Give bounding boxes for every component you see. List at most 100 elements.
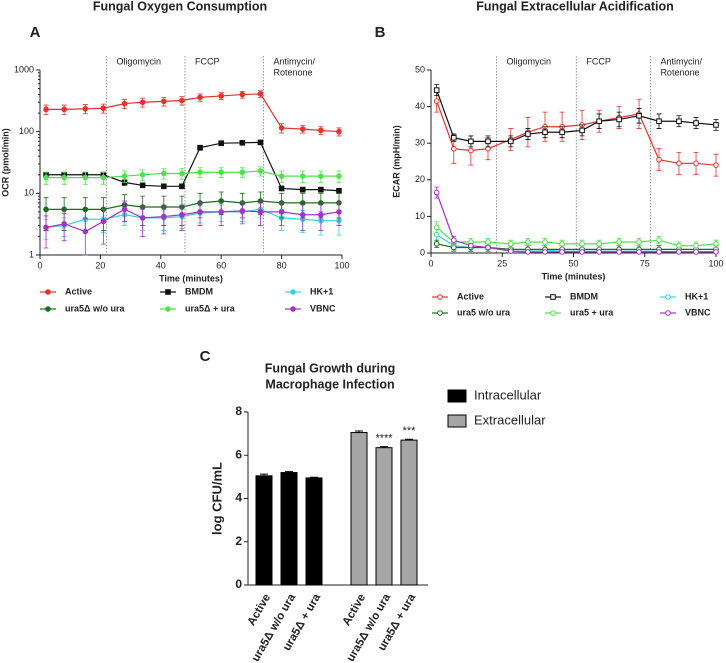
legend-swatch	[447, 389, 467, 403]
marker	[299, 186, 306, 193]
series-line	[436, 226, 717, 247]
marker	[656, 118, 662, 125]
marker	[318, 127, 324, 134]
x-axis-label: Time (minutes)	[542, 271, 606, 281]
marker	[61, 174, 67, 181]
chart-title: Macrophage Infection	[265, 377, 394, 391]
marker	[43, 206, 49, 213]
marker	[318, 211, 324, 218]
event-label: Oligomycin	[116, 56, 161, 66]
marker	[61, 106, 67, 113]
error-bar	[260, 473, 268, 476]
marker	[485, 239, 491, 245]
legend-label: VBNC	[685, 307, 711, 317]
marker	[336, 209, 342, 215]
marker	[713, 162, 719, 168]
panel-letter: A	[30, 24, 41, 41]
marker	[713, 122, 719, 128]
marker	[318, 173, 324, 179]
marker	[179, 183, 185, 190]
legend-marker	[550, 310, 556, 316]
bar	[400, 439, 418, 586]
marker	[161, 183, 167, 190]
y-tick-label: 100	[19, 126, 34, 136]
legend-label: ura5 w/o ura	[457, 307, 511, 317]
bar	[280, 472, 298, 586]
marker	[636, 112, 642, 119]
series-line	[46, 93, 340, 133]
marker	[278, 209, 285, 215]
y-tick-label: 10	[415, 211, 425, 221]
marker	[197, 144, 203, 151]
x-tick-label: 50	[568, 258, 578, 268]
marker	[43, 224, 49, 231]
marker	[616, 239, 622, 245]
legend-label: HK+1	[685, 291, 708, 301]
bar	[375, 447, 393, 586]
event-label: Antimycin/	[273, 56, 315, 66]
legend-marker	[437, 294, 443, 300]
y-tick-label: 6	[235, 447, 242, 461]
marker	[433, 241, 440, 247]
legend-label: Active	[65, 286, 92, 296]
marker	[676, 242, 682, 249]
marker	[179, 211, 185, 218]
marker	[318, 186, 324, 193]
significance: ****	[375, 433, 393, 445]
marker	[656, 156, 662, 163]
marker	[656, 249, 662, 255]
marker	[468, 138, 474, 145]
legend-label: BMDM	[185, 286, 213, 296]
marker	[579, 127, 585, 134]
marker	[218, 140, 224, 147]
marker	[451, 134, 457, 141]
legend-marker	[665, 310, 671, 316]
y-tick-label: 2	[235, 534, 242, 548]
y-axis-label: OCR (pmol/min)	[0, 128, 10, 197]
legend-marker	[45, 306, 51, 312]
marker	[100, 174, 107, 181]
marker	[525, 239, 531, 245]
marker	[693, 120, 699, 126]
marker	[179, 170, 185, 177]
error-bar	[43, 215, 49, 249]
marker	[713, 241, 719, 247]
marker	[508, 248, 514, 254]
marker	[485, 138, 491, 145]
marker	[579, 249, 585, 255]
marker	[559, 241, 565, 247]
marker	[433, 224, 440, 231]
legend-label: Extracellular	[474, 412, 546, 427]
marker	[278, 173, 285, 179]
marker	[676, 249, 682, 255]
marker	[100, 218, 107, 225]
marker	[43, 106, 49, 113]
marker	[257, 91, 264, 97]
marker	[299, 173, 306, 179]
marker	[197, 169, 203, 176]
chart-title: Fungal Growth during	[265, 361, 396, 375]
y-tick-label: 20	[415, 174, 425, 184]
error-bar	[355, 430, 363, 433]
marker	[257, 139, 264, 146]
marker	[542, 129, 548, 136]
series-line	[46, 170, 339, 179]
legend-marker	[550, 294, 556, 300]
y-tick-label: 40	[415, 101, 425, 111]
series-line	[46, 200, 339, 210]
legend-label: Intracellular	[474, 387, 542, 402]
marker	[468, 242, 474, 249]
error-bar	[161, 205, 167, 235]
x-tick-label: 100	[708, 258, 723, 268]
legend-marker	[165, 306, 171, 312]
error-bar	[82, 218, 88, 256]
marker	[121, 173, 128, 179]
error-bar	[310, 476, 318, 478]
chart-title: Fungal Oxygen Consumption	[93, 0, 267, 13]
legend-marker	[290, 289, 296, 295]
marker	[161, 170, 167, 177]
marker	[616, 249, 622, 255]
marker	[451, 145, 457, 152]
bar	[255, 475, 273, 586]
y-tick-label: 4	[235, 491, 242, 505]
